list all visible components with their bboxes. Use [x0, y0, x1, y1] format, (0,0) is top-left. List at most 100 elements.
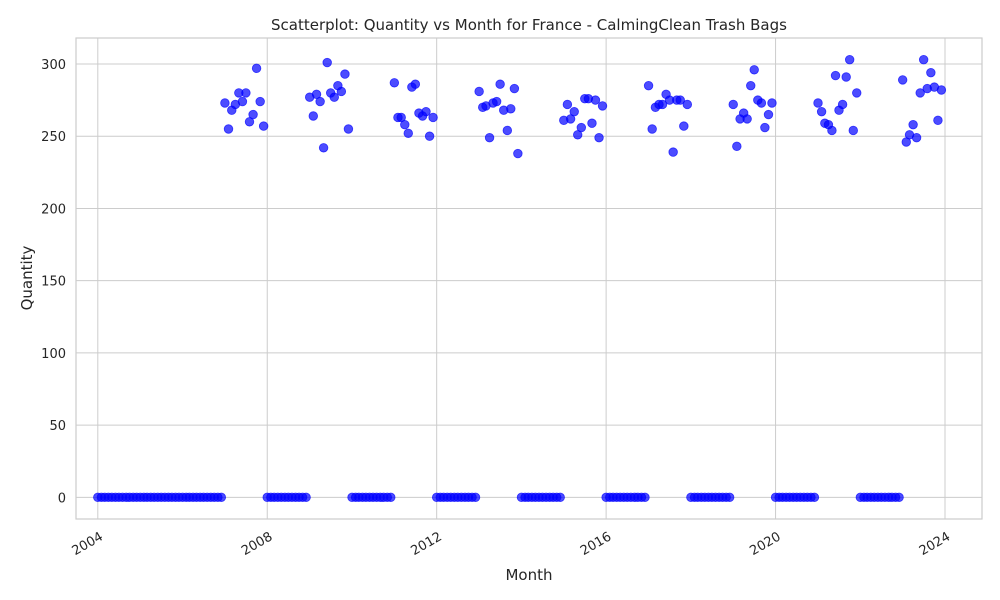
data-point: [763, 109, 774, 120]
data-point: [587, 118, 597, 128]
data-point: [428, 112, 438, 123]
data-point: [837, 99, 848, 110]
x-tick-label: 2024: [917, 529, 953, 559]
data-point: [569, 106, 579, 117]
data-point: [844, 54, 855, 65]
data-point: [255, 96, 265, 107]
data-point: [386, 492, 396, 503]
data-point: [911, 132, 922, 143]
data-point: [343, 124, 354, 134]
data-point: [732, 141, 742, 152]
data-point: [668, 147, 678, 157]
data-point: [657, 99, 668, 110]
data-point: [894, 492, 904, 503]
data-point: [474, 86, 484, 97]
data-point: [597, 101, 608, 111]
data-point: [329, 92, 339, 102]
x-tick-label: 2012: [409, 529, 445, 559]
data-point: [728, 99, 738, 110]
data-point: [322, 57, 332, 68]
data-point: [251, 63, 262, 74]
data-points: [93, 54, 947, 503]
data-point: [576, 122, 587, 133]
y-tick-label: 200: [41, 202, 66, 217]
data-point: [410, 79, 421, 89]
data-point: [223, 124, 234, 134]
data-point: [216, 492, 227, 503]
data-point: [643, 80, 654, 91]
data-point: [756, 98, 767, 108]
x-tick-label: 2004: [70, 529, 106, 559]
data-point: [491, 96, 502, 107]
data-point: [340, 69, 350, 79]
chart-title: Scatterplot: Quantity vs Month for Franc…: [271, 16, 787, 34]
y-tick-label: 150: [41, 275, 66, 290]
data-point: [248, 109, 258, 120]
data-point: [908, 119, 918, 130]
data-point: [675, 95, 685, 105]
data-point: [315, 96, 325, 107]
x-tick-label: 2020: [747, 529, 783, 559]
x-tick-label: 2016: [578, 529, 614, 559]
data-point: [421, 106, 431, 117]
data-point: [933, 115, 943, 126]
data-point: [308, 111, 318, 121]
data-point: [495, 79, 505, 89]
data-point: [424, 131, 435, 141]
data-point: [760, 122, 770, 133]
data-point: [502, 125, 513, 136]
y-tick-label: 0: [58, 491, 66, 506]
data-point: [848, 125, 858, 136]
data-point: [590, 95, 601, 105]
data-point: [918, 54, 929, 65]
data-point: [816, 106, 827, 117]
data-point: [926, 67, 936, 78]
y-tick-label: 300: [41, 58, 66, 73]
plot-area: [75, 37, 983, 520]
data-point: [513, 148, 523, 159]
data-point: [746, 80, 756, 91]
y-tick-labels: 0 50 100 150 200 250 300: [41, 58, 66, 506]
data-point: [562, 99, 573, 110]
data-point: [400, 119, 410, 130]
data-point: [336, 86, 347, 97]
data-point: [852, 88, 862, 98]
data-point: [555, 492, 565, 503]
data-point: [749, 65, 759, 75]
data-point: [742, 114, 752, 124]
data-point: [827, 125, 837, 136]
grid-lines: [76, 38, 982, 519]
data-point: [506, 104, 516, 114]
x-tick-labels: 2004 2008 2012 2016 2020 2024: [70, 529, 953, 559]
y-tick-label: 100: [41, 347, 66, 362]
data-point: [470, 492, 481, 503]
data-point: [640, 492, 650, 503]
data-point: [509, 83, 520, 94]
data-point: [318, 143, 329, 153]
data-point: [237, 96, 248, 107]
data-point: [915, 88, 925, 98]
data-point: [220, 98, 230, 108]
data-point: [647, 124, 657, 134]
data-point: [830, 70, 841, 81]
data-point: [258, 121, 269, 131]
data-point: [682, 99, 693, 110]
data-point: [389, 78, 400, 88]
data-point: [724, 492, 735, 503]
y-axis-title: Quantity: [18, 245, 36, 310]
data-point: [594, 132, 604, 143]
data-point: [301, 492, 311, 503]
data-point: [679, 121, 689, 131]
data-point: [809, 492, 820, 503]
y-tick-label: 250: [41, 130, 66, 145]
data-point: [241, 88, 251, 98]
data-point: [897, 75, 908, 85]
data-point: [484, 132, 495, 143]
x-axis-title: Month: [505, 566, 552, 584]
x-tick-label: 2008: [239, 529, 275, 559]
data-point: [403, 128, 413, 139]
data-point: [813, 98, 823, 108]
y-tick-label: 50: [49, 419, 66, 434]
data-point: [841, 72, 851, 82]
